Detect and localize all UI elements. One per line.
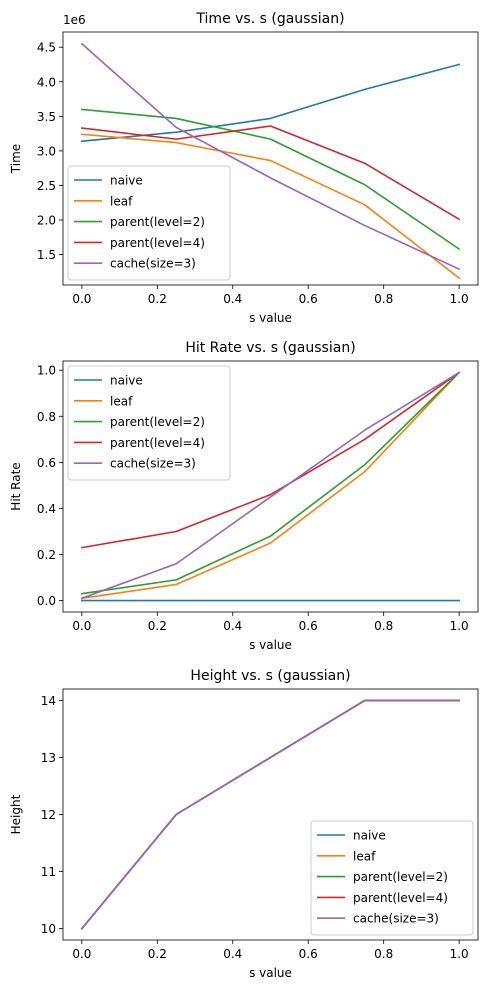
x-tick-label: 0.6	[299, 292, 318, 306]
legend-label: cache(size=3)	[353, 912, 439, 926]
y-axis-label: Time	[9, 144, 23, 174]
x-axis-label: s value	[249, 311, 292, 325]
chart-panel-3: Height vs. s (gaussian) 0.0 0.2 0.4 0.6 0.8 1.…	[9, 668, 479, 980]
legend-label: cache(size=3)	[110, 257, 196, 271]
legend-label: parent(level=4)	[353, 891, 448, 905]
plot-area-frame	[62, 688, 479, 941]
y-tick-label: 3.5	[37, 110, 56, 124]
legend: naive leaf parent(level=2) parent(level=4) c…	[310, 820, 474, 936]
y-tick-label: 0.4	[37, 502, 56, 516]
x-tick-label: 0.4	[223, 619, 242, 633]
y-tick-label: 10	[41, 922, 56, 936]
chart-title: Time vs. s (gaussian)	[195, 11, 344, 27]
x-tick-label: 1.0	[450, 619, 469, 633]
legend-label: naive	[110, 374, 143, 388]
y-tick-label: 0.8	[37, 410, 56, 424]
x-tick-label: 0.6	[299, 619, 318, 633]
y-tick-label: 0.6	[37, 456, 56, 470]
y-tick-label: 2.0	[37, 214, 56, 228]
y-axis-label: Height	[9, 794, 23, 834]
series-line-cache-size-3	[80, 371, 461, 600]
legend-box	[67, 165, 231, 281]
x-tick-label: 0.0	[72, 947, 91, 961]
x-axis-label: s value	[249, 638, 292, 652]
y-tick-label: 14	[41, 694, 56, 708]
x-tick-label: 0.2	[148, 619, 167, 633]
y-tick-label: 0.0	[37, 594, 56, 608]
series-line-parent-level-4	[80, 125, 461, 221]
legend-label: parent(level=2)	[353, 870, 448, 884]
legend-label: parent(level=4)	[110, 236, 205, 250]
legend-label: leaf	[110, 194, 133, 208]
series-line-cache-size-3	[80, 42, 461, 271]
legend: naive leaf parent(level=2) parent(level=4) c…	[67, 165, 231, 281]
series-line-parent-level-4	[80, 371, 461, 549]
chart-panel-1: Time vs. s (gaussian) 0.0 0.2 0.4 0.6 0.8 1.0 1…	[9, 11, 479, 325]
legend-label: cache(size=3)	[110, 457, 196, 471]
y-tick-label: 13	[41, 751, 56, 765]
series-line-parent-level-2	[80, 108, 461, 251]
y-tick-label: 1.5	[37, 248, 56, 262]
legend-label: parent(level=2)	[110, 215, 205, 229]
x-tick-label: 0.0	[72, 292, 91, 306]
y-tick-label: 1.0	[37, 364, 56, 378]
x-tick-label: 0.8	[374, 292, 393, 306]
x-axis-label: s value	[249, 966, 292, 980]
x-tick-label: 0.8	[374, 619, 393, 633]
legend-box	[310, 820, 474, 936]
plot-area-frame	[62, 360, 479, 613]
x-tick-label: 0.6	[299, 947, 318, 961]
x-tick-label: 0.2	[148, 292, 167, 306]
legend-label: naive	[353, 829, 386, 843]
x-tick-label: 0.8	[374, 947, 393, 961]
chart-title: Hit Rate vs. s (gaussian)	[185, 340, 355, 356]
chart-title: Height vs. s (gaussian)	[190, 668, 350, 684]
legend-label: naive	[110, 174, 143, 188]
y-tick-label: 12	[41, 808, 56, 822]
plot-area-frame	[62, 31, 479, 286]
legend: naive leaf parent(level=2) parent(level=4) c…	[67, 365, 231, 481]
series-line-leaf	[80, 133, 461, 280]
y-tick-label: 2.5	[37, 179, 56, 193]
series-line-cache-size-3	[80, 699, 460, 930]
y-tick-label: 4.0	[37, 75, 56, 89]
x-tick-label: 0.0	[72, 619, 91, 633]
series-line-naive	[80, 63, 461, 143]
chart-panel-2: Hit Rate vs. s (gaussian) 0.0 0.2 0.4 0.6 0.8…	[9, 340, 479, 652]
y-tick-label: 11	[41, 865, 56, 879]
x-tick-label: 1.0	[450, 947, 469, 961]
x-tick-label: 0.4	[223, 292, 242, 306]
series-line-parent-level-2	[80, 371, 461, 595]
y-axis-label: Hit Rate	[9, 462, 23, 510]
y-offset-label: 1e6	[63, 13, 86, 27]
series-line-leaf	[80, 371, 461, 600]
x-tick-label: 0.4	[223, 947, 242, 961]
x-tick-label: 0.2	[148, 947, 167, 961]
y-tick-label: 4.5	[37, 41, 56, 55]
legend-label: leaf	[353, 849, 376, 863]
legend-label: parent(level=4)	[110, 436, 205, 450]
y-tick-label: 3.0	[37, 144, 56, 158]
legend-box	[67, 365, 231, 481]
legend-label: parent(level=2)	[110, 415, 205, 429]
x-tick-label: 1.0	[450, 292, 469, 306]
legend-label: leaf	[110, 394, 133, 408]
y-tick-label: 0.2	[37, 548, 56, 562]
